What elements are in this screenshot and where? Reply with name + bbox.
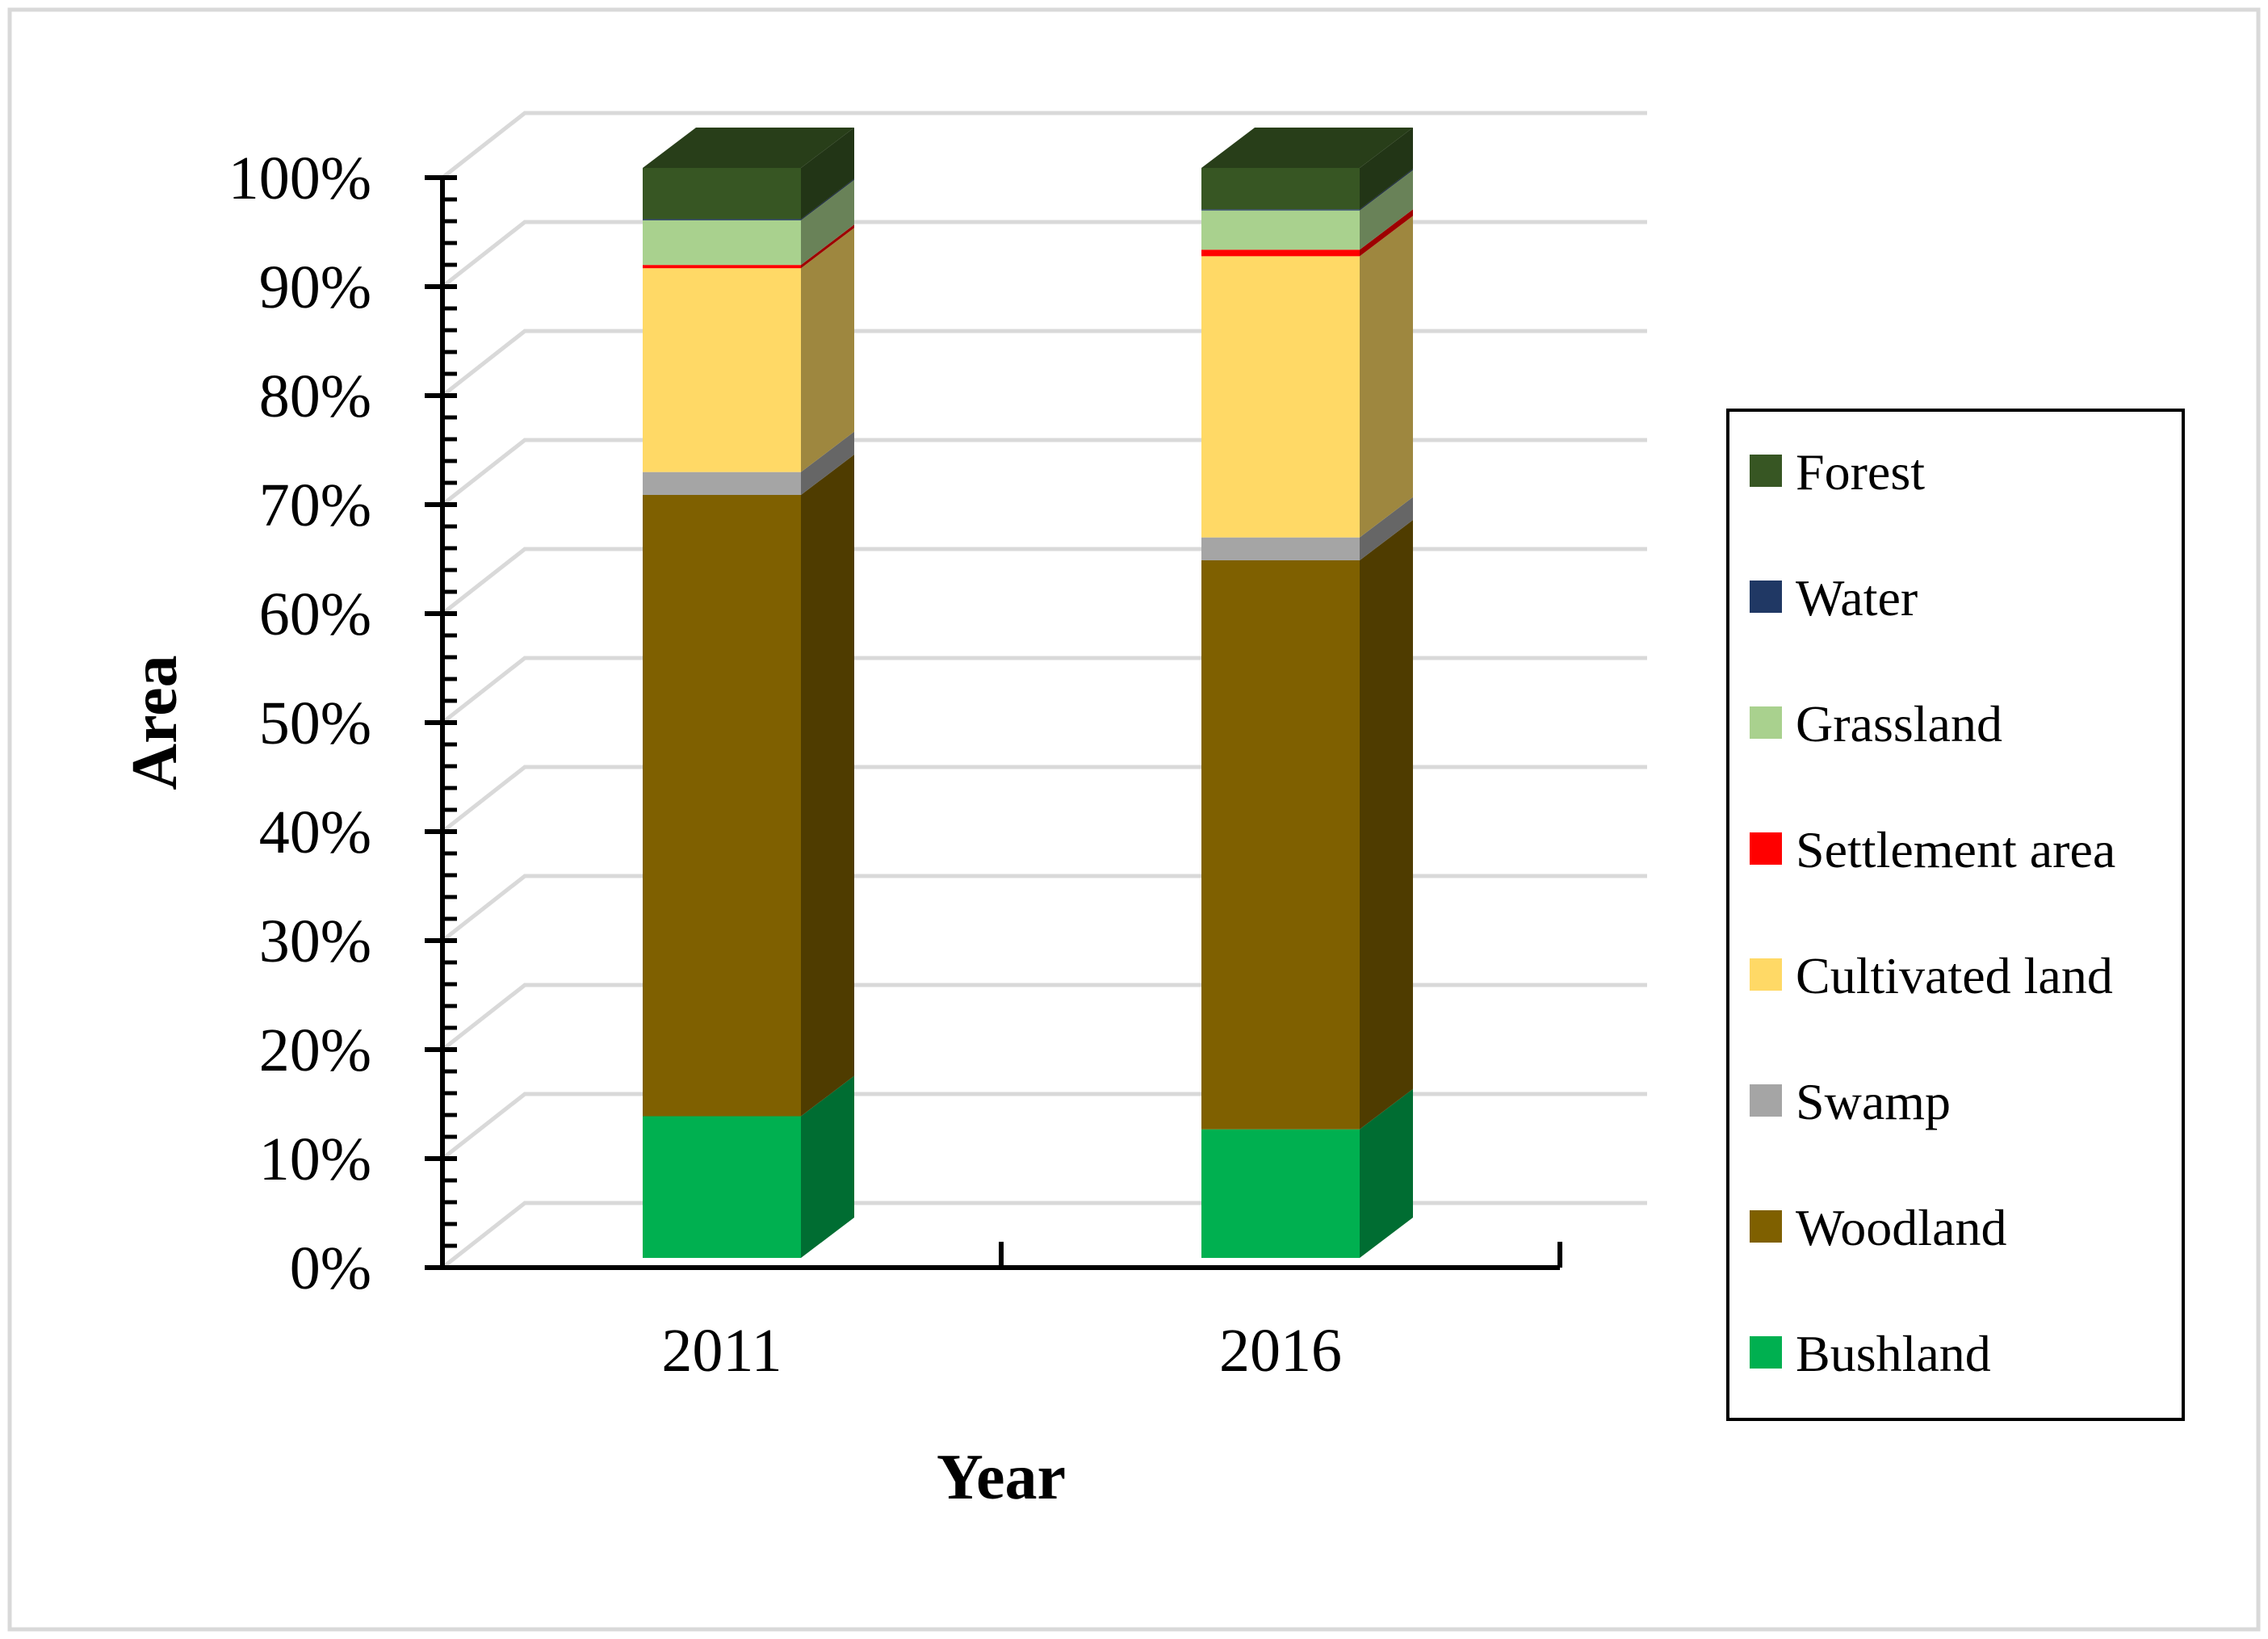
bar-side-cultivated-land	[801, 228, 854, 472]
x-category-label: 2011	[661, 1317, 782, 1385]
bar-segment-swamp	[1201, 537, 1360, 560]
bar-side-swamp	[1360, 497, 1413, 560]
bar-segment-woodland	[1201, 560, 1360, 1130]
bar-side-woodland	[801, 455, 854, 1117]
legend-swatch-woodland	[1750, 1210, 1782, 1243]
legend-swatch-settlement-area	[1750, 832, 1782, 865]
legend-label-cultivated-land: Cultivated land	[1796, 947, 2113, 1004]
legend-label-bushland: Bushland	[1796, 1325, 1991, 1382]
legend-box	[1726, 409, 2185, 1421]
bar-side-settlement-area	[1360, 209, 1413, 257]
bar-segment-water	[643, 219, 801, 220]
bar-top	[1201, 128, 1413, 168]
legend-swatch-grassland	[1750, 706, 1782, 739]
y-tick-label: 100%	[228, 145, 371, 212]
bar-side-bushland	[1360, 1088, 1413, 1258]
x-category-labels: 2011 2016	[661, 1317, 1342, 1385]
y-tick-label: 70%	[259, 472, 371, 539]
legend-label-woodland: Woodland	[1796, 1199, 2006, 1256]
legend-swatch-cultivated-land	[1750, 958, 1782, 991]
bar-segment-bushland	[1201, 1129, 1360, 1258]
legend-label-water: Water	[1796, 569, 1918, 627]
legend: Forest Water Grassland Settlement area Culti…	[1726, 409, 2185, 1421]
axes	[425, 175, 1562, 1270]
bar-segment-cultivated-land	[643, 268, 801, 472]
legend-swatch-water	[1750, 581, 1782, 613]
x-category-label: 2016	[1219, 1317, 1342, 1385]
y-tick-label: 50%	[259, 690, 371, 757]
bar-side-swamp	[801, 431, 854, 495]
bar-group-2011	[643, 128, 854, 1258]
gridline-10	[441, 111, 1647, 179]
y-tick-label: 0%	[290, 1234, 371, 1302]
y-tick-label: 60%	[259, 581, 371, 648]
legend-swatch-forest	[1750, 455, 1782, 487]
bar-segment-settlement-area	[643, 265, 801, 269]
bars	[643, 128, 1413, 1258]
y-tick-label: 40%	[259, 799, 371, 866]
legend-label-grassland: Grassland	[1796, 695, 2002, 752]
bar-side-grassland	[801, 179, 854, 266]
legend-label-swamp: Swamp	[1796, 1073, 1951, 1130]
bar-segment-forest	[1201, 168, 1360, 210]
bar-segment-settlement-area	[1201, 249, 1360, 257]
y-axis-title: Area	[119, 655, 191, 790]
x-axis-title: Year	[937, 1442, 1066, 1513]
y-tick-label: 20%	[259, 1017, 371, 1084]
bar-side-water	[801, 178, 854, 220]
bar-segment-cultivated-land	[1201, 256, 1360, 538]
legend-label-forest: Forest	[1796, 443, 1925, 501]
bar-top	[643, 128, 854, 168]
y-tick-label: 80%	[259, 363, 371, 430]
bar-segment-woodland	[643, 495, 801, 1117]
bar-side-water	[1360, 169, 1413, 211]
bar-side-settlement-area	[801, 224, 854, 269]
bar-side-woodland	[1360, 520, 1413, 1130]
bar-group-2016	[1201, 128, 1413, 1258]
y-tick-label: 90%	[259, 254, 371, 321]
bar-side-forest	[801, 128, 854, 220]
bar-segment-forest	[643, 168, 801, 220]
bar-segment-grassland	[1201, 210, 1360, 250]
y-tick-label: 30%	[259, 908, 371, 975]
bar-side-grassland	[1360, 170, 1413, 250]
bar-segment-bushland	[643, 1116, 801, 1258]
legend-swatch-bushland	[1750, 1336, 1782, 1369]
bar-segment-grassland	[643, 220, 801, 266]
y-tick-label: 10%	[259, 1126, 371, 1193]
bar-side-forest	[1360, 128, 1413, 210]
y-tick-labels: 0% 10% 20% 30% 40% 50% 60% 70% 80% 90% 100%	[228, 145, 371, 1302]
legend-label-settlement-area: Settlement area	[1796, 821, 2115, 878]
bar-side-cultivated-land	[1360, 216, 1413, 538]
bar-segment-water	[1201, 209, 1360, 211]
bar-segment-swamp	[643, 472, 801, 495]
bar-side-bushland	[801, 1075, 854, 1258]
legend-swatch-swamp	[1750, 1084, 1782, 1117]
